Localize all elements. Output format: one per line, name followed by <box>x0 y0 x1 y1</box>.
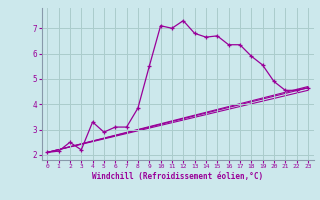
X-axis label: Windchill (Refroidissement éolien,°C): Windchill (Refroidissement éolien,°C) <box>92 172 263 181</box>
